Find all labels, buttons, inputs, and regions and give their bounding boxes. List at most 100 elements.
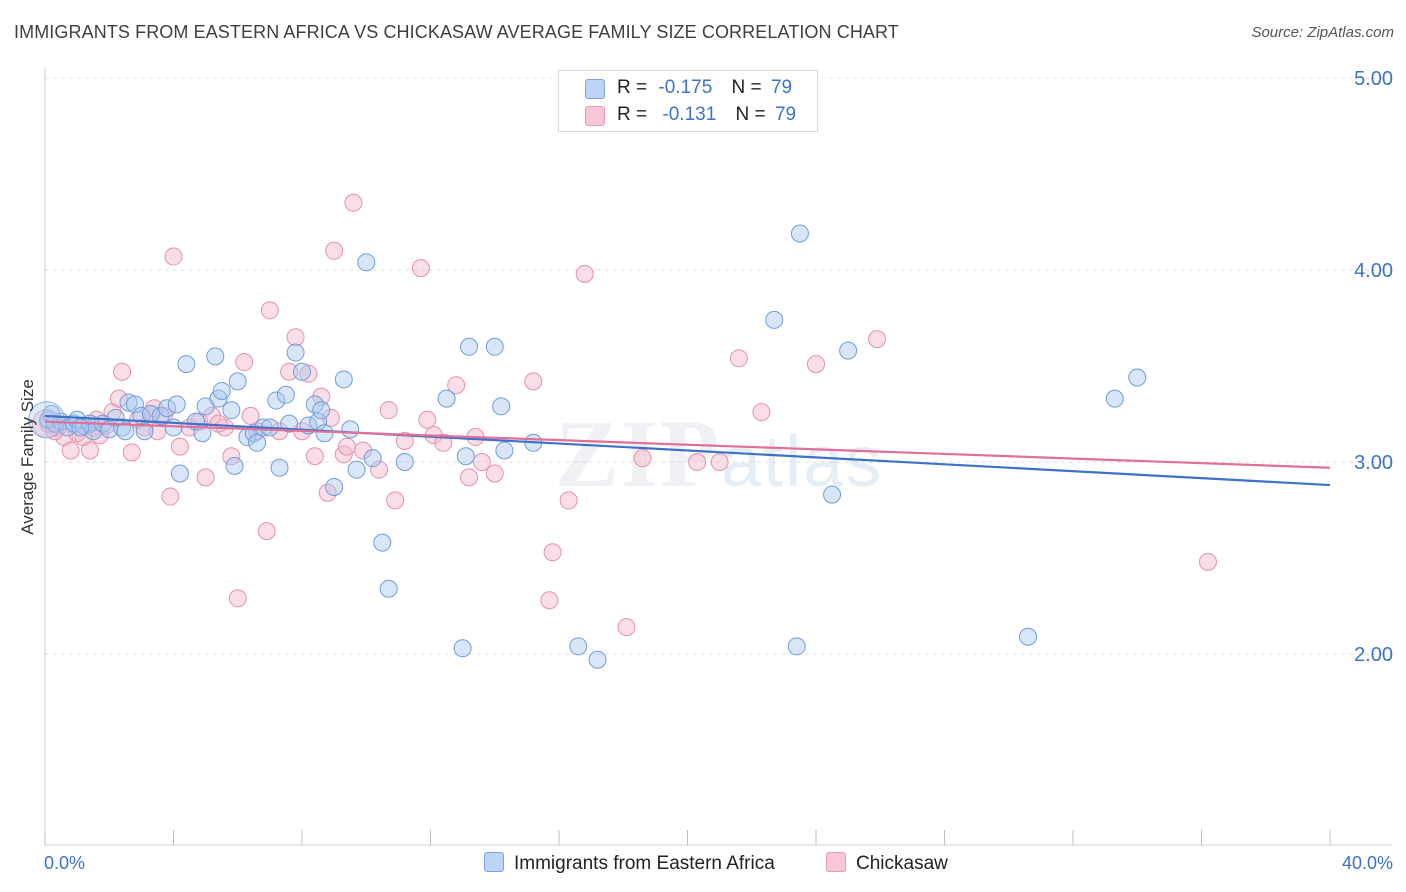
correlation-legend: R = -0.175 N = 79 R = -0.131 N = 79 (558, 70, 818, 132)
point-chickasaw (395, 431, 414, 450)
point-chickasaw (286, 328, 305, 347)
point-chickasaw (370, 460, 389, 479)
point-chickasaw (633, 449, 652, 468)
point-eastern-africa (569, 637, 588, 656)
point-chickasaw (868, 330, 887, 349)
point-chickasaw (109, 389, 128, 408)
point-chickasaw (543, 543, 562, 562)
point-chickasaw (257, 522, 276, 541)
x-tick-label: 40.0% (1342, 853, 1393, 873)
bottom-legend-swatch-blue (484, 852, 504, 872)
point-chickasaw (559, 491, 578, 510)
point-chickasaw (299, 364, 318, 383)
point-eastern-africa (823, 485, 842, 504)
point-chickasaw (752, 403, 771, 422)
point-chickasaw (235, 353, 254, 372)
point-eastern-africa (460, 337, 479, 356)
point-chickasaw (575, 264, 594, 283)
trend-lines (44, 414, 1331, 487)
point-chickasaw (122, 443, 141, 462)
point-eastern-africa (379, 579, 398, 598)
series-chickasaw-points (32, 193, 1217, 637)
chart-title: IMMIGRANTS FROM EASTERN AFRICA VS CHICKA… (14, 22, 899, 42)
point-chickasaw (280, 362, 299, 381)
y-tick-label: 4.00 (1354, 260, 1393, 282)
legend-n-value: 79 (770, 77, 793, 98)
point-eastern-africa (225, 456, 244, 475)
point-chickasaw (379, 401, 398, 420)
point-eastern-africa (267, 391, 286, 410)
point-eastern-africa (492, 397, 511, 416)
point-eastern-africa (363, 449, 382, 468)
point-chickasaw (337, 437, 356, 456)
bottom-legend-swatch-pink (826, 852, 846, 872)
point-eastern-africa (170, 464, 189, 483)
bottom-legend-blue: Immigrants from Eastern Africa (484, 852, 775, 875)
point-chickasaw (161, 487, 180, 506)
point-chickasaw (411, 259, 430, 278)
point-chickasaw (80, 441, 99, 460)
point-eastern-africa (1105, 389, 1124, 408)
point-eastern-africa (839, 341, 858, 360)
point-eastern-africa (790, 224, 809, 243)
y-axis-label: Average Family Size (18, 379, 37, 535)
point-eastern-africa (485, 337, 504, 356)
legend-n-label: N = (731, 77, 762, 98)
point-chickasaw (540, 591, 559, 610)
point-chickasaw (164, 247, 183, 266)
point-chickasaw (617, 618, 636, 637)
point-eastern-africa (347, 460, 366, 479)
y-tick-label: 2.00 (1354, 644, 1393, 666)
point-eastern-africa (765, 310, 784, 329)
point-eastern-africa (71, 418, 90, 437)
point-chickasaw (344, 193, 363, 212)
legend-r-value: -0.131 (662, 104, 717, 125)
point-eastern-africa (167, 395, 186, 414)
trend-line-chickasaw (44, 420, 1331, 469)
point-eastern-africa (158, 399, 177, 418)
point-eastern-africa (437, 389, 456, 408)
point-eastern-africa (341, 420, 360, 439)
series-eastern-africa-points (28, 224, 1147, 669)
point-eastern-africa (334, 370, 353, 389)
point-eastern-africa (151, 406, 170, 425)
point-chickasaw (325, 241, 344, 260)
point-eastern-africa (206, 347, 225, 366)
point-eastern-africa (286, 343, 305, 362)
point-chickasaw (710, 453, 729, 471)
point-eastern-africa (125, 395, 144, 414)
point-eastern-africa (787, 637, 806, 656)
point-chickasaw (688, 453, 707, 471)
point-chickasaw (305, 447, 324, 466)
point-eastern-africa (1128, 368, 1147, 387)
point-chickasaw (241, 406, 260, 425)
bottom-legend-label-pink: Chickasaw (856, 853, 948, 874)
point-chickasaw (228, 589, 247, 608)
point-eastern-africa (135, 422, 154, 441)
axes (44, 68, 1392, 846)
point-eastern-africa (106, 408, 125, 427)
point-eastern-africa (395, 453, 414, 471)
watermark-zip: ZIP (555, 400, 722, 507)
point-chickasaw (472, 453, 491, 471)
point-eastern-africa (325, 477, 344, 496)
point-chickasaw (807, 355, 825, 374)
point-chickasaw (418, 410, 437, 429)
point-eastern-africa (293, 362, 311, 381)
trend-line-eastern-africa (44, 414, 1331, 487)
tick-labels: 2.00 3.00 4.00 5.00 0.0% 40.0% Average Family … (18, 68, 1393, 873)
point-eastern-africa (588, 650, 607, 669)
point-eastern-africa (119, 393, 138, 412)
point-eastern-africa-cluster (28, 401, 66, 439)
point-chickasaw (447, 376, 466, 395)
point-eastern-africa (1019, 627, 1038, 646)
legend-swatch-pink (585, 106, 605, 126)
legend-r-label: R = (617, 77, 648, 98)
point-eastern-africa (276, 385, 295, 404)
point-eastern-africa (116, 422, 135, 441)
point-eastern-africa (212, 381, 231, 400)
point-eastern-africa (270, 458, 289, 477)
point-chickasaw (729, 349, 748, 368)
bottom-legend-pink: Chickasaw (826, 852, 948, 875)
point-eastern-africa (373, 533, 392, 552)
